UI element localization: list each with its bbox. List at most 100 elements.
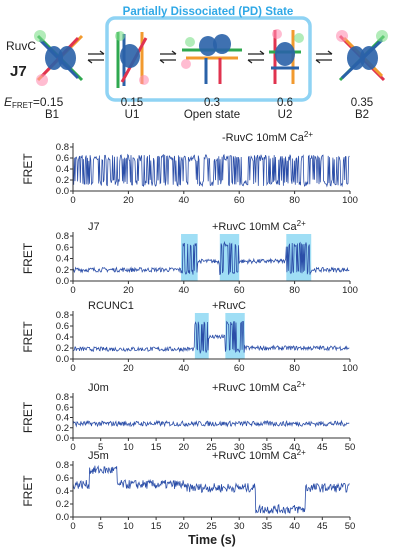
fret-panel-3: 0 20 40 60 80 100 0.00.20.40.60.8 FRET RCUNC1 +Ru… — [21, 300, 358, 374]
x-tick-label: 40 — [289, 521, 300, 532]
y-tick-label: 0.0 — [56, 433, 69, 444]
fret-panel-5: 0 5 10 15 20 25 30 35 40 45 50 0.0 0.2 0.4 0.6 0.8 FRET J… — [21, 448, 355, 532]
j7-label: J7 — [10, 63, 27, 80]
y-axis-label: FRET — [21, 321, 35, 353]
y-tick-label: 0.8 — [56, 142, 69, 153]
y-tick-label: 0.6 — [56, 402, 69, 413]
x-tick-label: 0 — [70, 285, 75, 296]
x-tick-label: 40 — [179, 195, 190, 206]
x-tick-label: 20 — [123, 195, 134, 206]
condition-label: +RuvC 10mM Ca2+ — [212, 380, 306, 394]
y-tick-label: 0.4 — [56, 164, 69, 175]
construct-label: J5m — [88, 450, 109, 462]
y-tick-label: 0.8 — [56, 392, 69, 403]
y-tick-label: 0.8 — [56, 231, 69, 242]
y-tick-label: 0.8 — [56, 460, 69, 471]
x-tick-label: 100 — [342, 285, 358, 296]
pd-state-box — [105, 16, 312, 102]
x-tick-label: 10 — [123, 521, 134, 532]
junction-icon-u2 — [269, 29, 304, 84]
fret-trace-line — [72, 320, 350, 355]
state-name-b1: B1 — [45, 109, 59, 121]
state-value-u2: 0.6 — [277, 97, 293, 109]
x-tick-label: 5 — [98, 442, 103, 453]
x-tick-label: 80 — [289, 195, 300, 206]
x-tick-label: 50 — [345, 521, 356, 532]
fret-trace-line — [72, 465, 350, 515]
construct-label: J0m — [88, 382, 109, 394]
x-tick-label: 35 — [262, 521, 273, 532]
state-name-u2: U2 — [278, 109, 293, 121]
x-tick-label: 20 — [123, 285, 134, 296]
x-tick-label: 40 — [179, 363, 190, 374]
junction-icon-u1 — [115, 31, 149, 88]
x-tick-label: 20 — [179, 521, 190, 532]
x-tick-label: 0 — [70, 442, 75, 453]
state-name-u1: U1 — [125, 109, 140, 121]
construct-label: J7 — [88, 221, 100, 233]
x-tick-label: 80 — [289, 285, 300, 296]
y-tick-label: 0.2 — [56, 343, 69, 354]
x-tick-label: 40 — [289, 442, 300, 453]
x-tick-label: 0 — [70, 363, 75, 374]
fret-panel-2: 0 20 40 60 80 100 0.00.20.40.60.8 FRET J7 +RuvC 1… — [21, 219, 358, 296]
junction-icon-b1 — [34, 30, 84, 86]
y-axis-label: FRET — [21, 401, 35, 433]
state-value-u1: 0.15 — [121, 97, 143, 109]
x-tick-label: 15 — [151, 521, 162, 532]
efret-label: EFRET=0.15 — [4, 95, 64, 110]
x-tick-label: 100 — [342, 195, 358, 206]
junction-icon-open — [181, 34, 242, 84]
condition-label: +RuvC — [212, 300, 246, 312]
y-tick-label: 0.2 — [56, 265, 69, 276]
x-axis-label: Time (s) — [188, 533, 236, 547]
ruvc-label: RuvC — [6, 39, 36, 53]
state-value-open: 0.3 — [204, 97, 220, 109]
highlight-region — [181, 234, 198, 281]
fret-panel-1: 0 20 40 60 80 100 0.00.20.40.60.8 FRET -RuvC 10m… — [21, 130, 358, 206]
x-tick-label: 45 — [317, 442, 328, 453]
y-tick-label: 0.4 — [56, 486, 69, 497]
y-tick-label: 0.4 — [56, 413, 69, 424]
fret-trace-line — [72, 153, 350, 188]
y-tick-label: 0.0 — [56, 186, 69, 197]
x-tick-label: 25 — [206, 442, 217, 453]
y-tick-label: 0.6 — [56, 242, 69, 253]
fret-panel-4: 0 5 10 15 20 25 30 35 40 45 50 0.00.20.40.60.8 FRET J… — [21, 380, 355, 453]
x-tick-label: 50 — [345, 442, 356, 453]
x-tick-label: 15 — [151, 442, 162, 453]
x-tick-label: 35 — [262, 442, 273, 453]
x-tick-label: 30 — [234, 521, 245, 532]
y-tick-label: 0.2 — [56, 423, 69, 434]
x-tick-label: 100 — [342, 363, 358, 374]
construct-label: RCUNC1 — [88, 300, 134, 312]
x-tick-label: 60 — [234, 285, 245, 296]
y-tick-label: 0.6 — [56, 321, 69, 332]
y-tick-label: 0.6 — [56, 473, 69, 484]
y-tick-label: 0.0 — [56, 276, 69, 287]
junction-icon-b2 — [336, 30, 388, 82]
y-tick-label: 0.4 — [56, 254, 69, 265]
x-tick-label: 0 — [70, 521, 75, 532]
fret-trace-line — [72, 419, 350, 428]
pd-state-title: Partially Dissociated (PD) State — [123, 6, 294, 18]
y-axis-label: FRET — [21, 153, 35, 185]
state-name-b2: B2 — [355, 109, 369, 121]
y-tick-label: 0.8 — [56, 310, 69, 321]
y-tick-label: 0.2 — [56, 175, 69, 186]
condition-label: -RuvC 10mM Ca2+ — [222, 130, 313, 144]
x-tick-label: 25 — [206, 521, 217, 532]
x-tick-label: 40 — [179, 285, 190, 296]
x-tick-label: 80 — [289, 363, 300, 374]
x-tick-label: 45 — [317, 521, 328, 532]
fret-trace-line — [72, 240, 350, 276]
schematic-header: Partially Dissociated (PD) State RuvC J7 — [4, 6, 388, 121]
y-axis-label: FRET — [21, 242, 35, 274]
x-tick-label: 20 — [123, 363, 134, 374]
state-name-open: Open state — [184, 109, 240, 121]
x-tick-label: 60 — [234, 363, 245, 374]
y-axis-label: FRET — [21, 475, 35, 507]
y-tick-label: 0.2 — [56, 499, 69, 510]
